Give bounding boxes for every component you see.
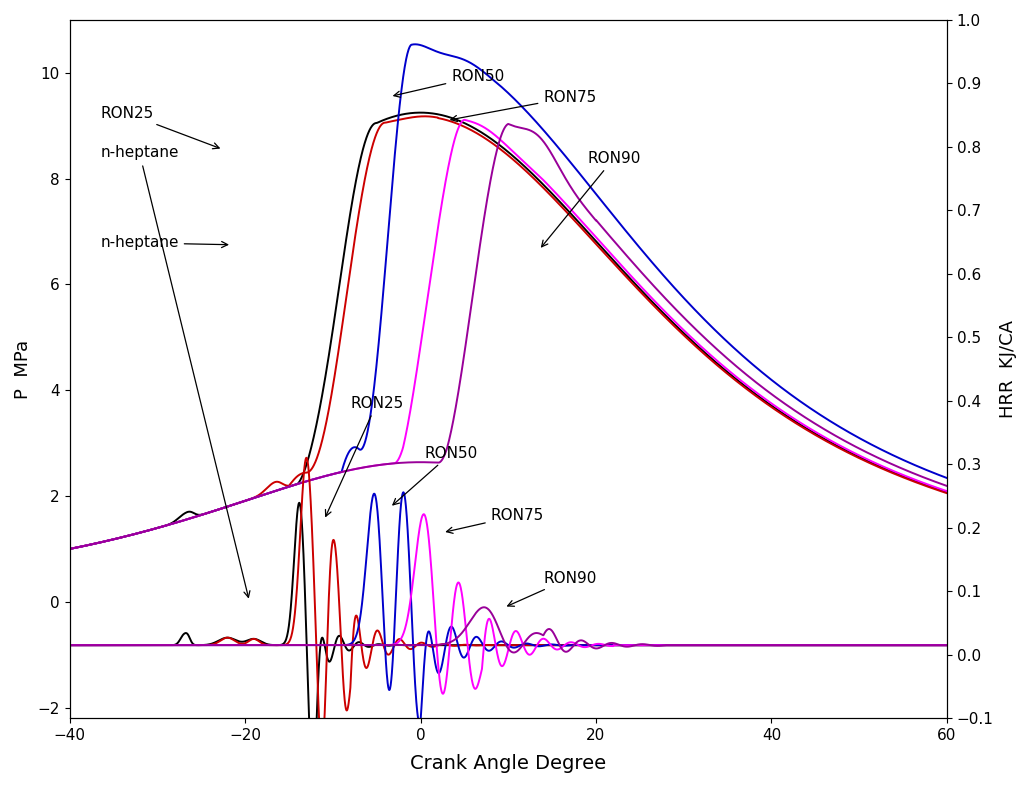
Text: RON90: RON90 xyxy=(507,571,597,606)
Text: n-heptane: n-heptane xyxy=(100,146,250,597)
X-axis label: Crank Angle Degree: Crank Angle Degree xyxy=(410,754,606,773)
Y-axis label: P  MPa: P MPa xyxy=(13,339,32,399)
Y-axis label: HRR  KJ/CA: HRR KJ/CA xyxy=(999,320,1018,418)
Text: RON50: RON50 xyxy=(394,68,504,98)
Text: n-heptane: n-heptane xyxy=(100,235,228,250)
Text: RON25: RON25 xyxy=(100,105,220,149)
Text: RON90: RON90 xyxy=(541,151,640,247)
Text: RON75: RON75 xyxy=(451,90,597,121)
Text: RON25: RON25 xyxy=(326,396,403,516)
Text: RON50: RON50 xyxy=(393,445,478,504)
Text: RON75: RON75 xyxy=(446,508,544,534)
